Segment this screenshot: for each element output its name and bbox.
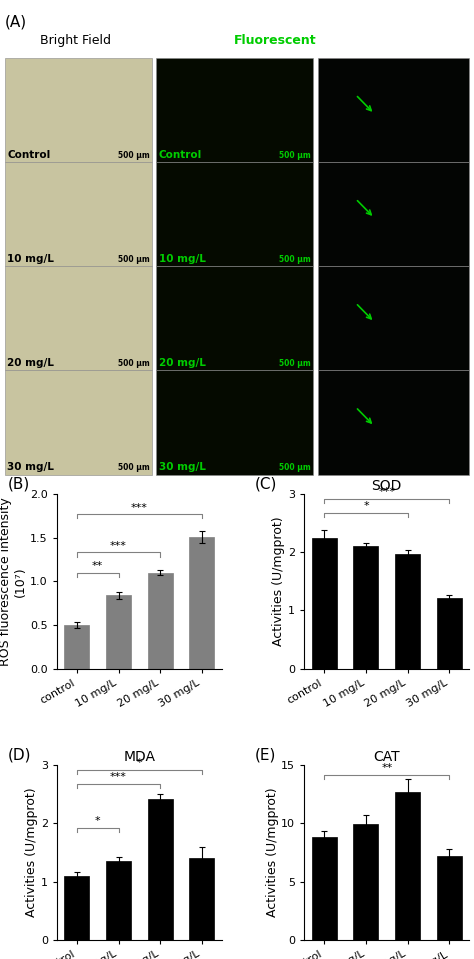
- Text: 30 mg/L: 30 mg/L: [159, 462, 206, 472]
- Bar: [5, 370, 152, 475]
- Text: 500 μm: 500 μm: [279, 463, 310, 472]
- Bar: [318, 267, 469, 370]
- Text: 500 μm: 500 μm: [118, 255, 149, 264]
- Y-axis label: Activities (U/mgprot): Activities (U/mgprot): [273, 517, 285, 646]
- Text: **: **: [381, 763, 392, 773]
- Text: Control: Control: [7, 150, 50, 160]
- Text: **: **: [92, 561, 103, 572]
- Text: 500 μm: 500 μm: [118, 151, 149, 160]
- Bar: [64, 625, 90, 668]
- Text: 500 μm: 500 μm: [118, 359, 149, 368]
- Text: 10 mg/L: 10 mg/L: [7, 254, 54, 264]
- Bar: [5, 267, 152, 370]
- Y-axis label: Activities (U/mgprot): Activities (U/mgprot): [25, 787, 38, 917]
- Bar: [156, 267, 313, 370]
- Title: CAT: CAT: [374, 750, 400, 763]
- Text: 20 mg/L: 20 mg/L: [159, 358, 206, 368]
- Text: Fluorescent: Fluorescent: [234, 34, 316, 47]
- Title: MDA: MDA: [123, 750, 155, 763]
- Y-axis label: Activities (U/mgprot): Activities (U/mgprot): [265, 787, 279, 917]
- Bar: [437, 855, 462, 940]
- Text: (E): (E): [255, 747, 276, 762]
- Bar: [318, 58, 469, 162]
- Text: (A): (A): [5, 14, 27, 30]
- Text: ***: ***: [110, 541, 127, 551]
- Bar: [106, 596, 131, 668]
- Text: *: *: [137, 759, 142, 768]
- Text: 500 μm: 500 μm: [279, 359, 310, 368]
- Text: 30 mg/L: 30 mg/L: [7, 462, 54, 472]
- Bar: [156, 162, 313, 267]
- Text: ***: ***: [131, 503, 148, 513]
- Bar: [318, 370, 469, 475]
- Text: 20 mg/L: 20 mg/L: [7, 358, 54, 368]
- Text: (C): (C): [255, 477, 277, 491]
- Bar: [148, 799, 173, 940]
- Text: *: *: [95, 816, 100, 827]
- Bar: [106, 861, 131, 940]
- Bar: [189, 537, 214, 668]
- Text: 500 μm: 500 μm: [279, 151, 310, 160]
- Bar: [189, 858, 214, 940]
- Bar: [64, 876, 90, 940]
- Text: (B): (B): [8, 477, 30, 491]
- Bar: [156, 370, 313, 475]
- Bar: [354, 825, 378, 940]
- Bar: [5, 162, 152, 267]
- Text: ***: ***: [378, 487, 395, 498]
- Text: (D): (D): [8, 747, 31, 762]
- Bar: [354, 547, 378, 668]
- Text: Bright Field: Bright Field: [40, 34, 111, 47]
- Bar: [395, 792, 420, 940]
- Bar: [312, 837, 337, 940]
- Text: ***: ***: [110, 773, 127, 783]
- Bar: [312, 538, 337, 668]
- Text: 500 μm: 500 μm: [118, 463, 149, 472]
- Y-axis label: ROS fluorescence intensity
(10⁷): ROS fluorescence intensity (10⁷): [0, 497, 27, 666]
- Text: 10 mg/L: 10 mg/L: [159, 254, 206, 264]
- Title: SOD: SOD: [372, 479, 402, 493]
- Text: Control: Control: [159, 150, 202, 160]
- Bar: [5, 58, 152, 162]
- Bar: [148, 573, 173, 668]
- Bar: [318, 162, 469, 267]
- Bar: [437, 597, 462, 668]
- Text: 500 μm: 500 μm: [279, 255, 310, 264]
- Text: *: *: [363, 502, 369, 511]
- Bar: [395, 554, 420, 668]
- Bar: [156, 58, 313, 162]
